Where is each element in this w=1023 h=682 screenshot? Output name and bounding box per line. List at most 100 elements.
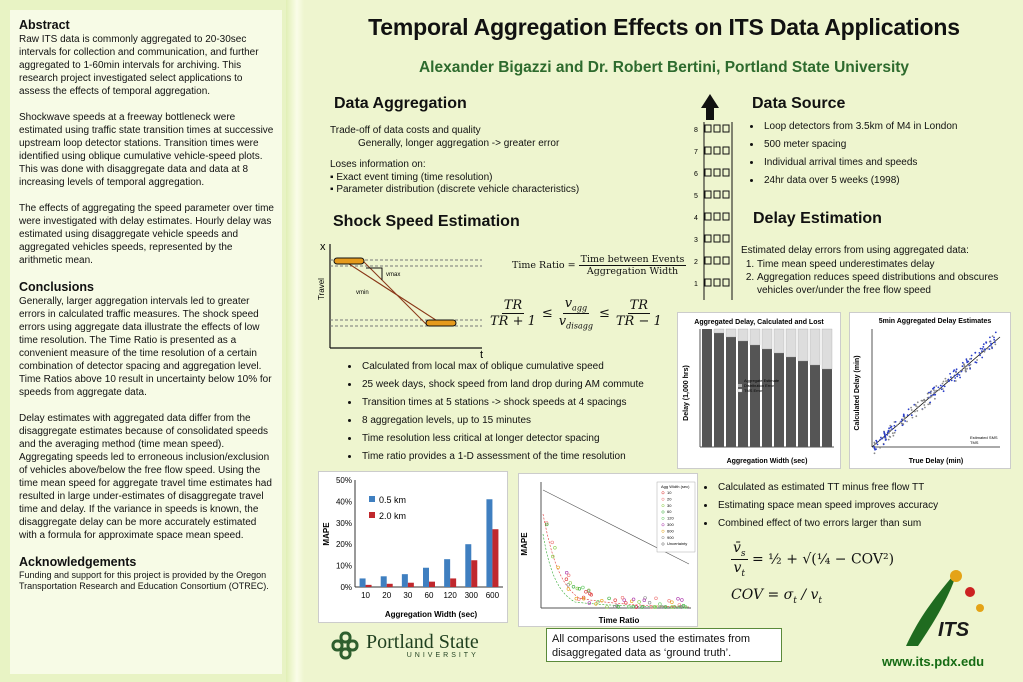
curve-point xyxy=(616,605,621,609)
curve-point xyxy=(577,597,581,602)
scatter-point xyxy=(923,404,926,406)
da-item1: ▪ Exact event timing (time resolution) xyxy=(330,171,493,183)
mape-legend: 0.5 km 2.0 km xyxy=(369,495,406,521)
curve-point xyxy=(613,605,617,609)
curve-point xyxy=(587,601,592,605)
curve-point xyxy=(670,600,674,604)
delay-legend-3: TMS Error xyxy=(744,388,763,393)
scatter-point xyxy=(994,343,997,346)
delay-bar xyxy=(750,345,760,447)
curve-point xyxy=(670,605,674,609)
curve-legend-label: 20 xyxy=(667,496,672,501)
curve-legend-label: 300 xyxy=(667,522,674,527)
scatter-point xyxy=(993,336,995,339)
curve-point xyxy=(680,598,684,602)
scatter-point xyxy=(942,390,945,393)
scatter-point xyxy=(981,350,983,352)
scatter-point xyxy=(887,430,890,433)
delay-bar-error xyxy=(809,328,821,366)
abstract-p1: Raw ITS data is commonly aggregated to 2… xyxy=(19,34,259,97)
curve-point xyxy=(624,601,628,605)
delay-heading: Delay Estimation xyxy=(753,210,882,227)
poster-authors: Alexander Bigazzi and Dr. Robert Bertini… xyxy=(418,59,910,76)
scatter-point xyxy=(889,429,891,432)
curve-legend-marker xyxy=(661,504,665,508)
delay-intro: Estimated delay errors from using aggreg… xyxy=(741,245,969,256)
scatter-point xyxy=(879,438,882,441)
scatter-point xyxy=(934,397,936,400)
abstract-p3: The effects of aggregating the speed par… xyxy=(19,203,274,266)
its-url-link[interactable]: www.its.pdx.edu xyxy=(882,654,985,669)
loop-detector xyxy=(713,212,721,221)
mape-ytick: 20% xyxy=(336,540,352,549)
scatter-point xyxy=(956,375,959,378)
mape-xtick: 10 xyxy=(361,591,370,600)
loop-detector xyxy=(713,146,721,155)
loop-detector xyxy=(713,234,721,243)
data-aggregation-heading: Data Aggregation xyxy=(334,95,467,112)
data-source-item: Individual arrival times and speeds xyxy=(762,154,1023,172)
scatter-point xyxy=(952,370,955,373)
scatter-point xyxy=(983,349,985,352)
delay-bar-error xyxy=(737,328,749,342)
scatter-point xyxy=(966,367,968,370)
loop-detector xyxy=(704,278,712,287)
scatter-point xyxy=(921,408,924,411)
scatter-point xyxy=(942,380,945,383)
time-ratio-formula: Time Ratio = Time between Events Aggrega… xyxy=(512,254,687,277)
curve-legend-label: 60 xyxy=(667,509,672,514)
curve-point xyxy=(607,596,611,601)
scatter-point xyxy=(893,424,896,427)
mape-bar xyxy=(365,584,372,587)
curve-legend-marker xyxy=(661,516,665,520)
scatter-points xyxy=(873,331,997,455)
scatter-point xyxy=(991,335,994,337)
curve-point xyxy=(658,602,662,606)
mape-ytick: 30% xyxy=(336,519,352,528)
vmin-label: vmin xyxy=(356,290,369,296)
curve-point xyxy=(581,595,586,600)
mape-bar xyxy=(450,578,457,587)
mape-bar xyxy=(401,574,408,587)
curve-point xyxy=(596,600,600,604)
detector-lanes: 8 7 6 5 4 3 2 1 xyxy=(694,122,733,300)
scatter-xlabel: True Delay (min) xyxy=(909,458,963,465)
curve-point xyxy=(667,599,671,603)
direction-arrow-icon xyxy=(701,94,719,120)
scatter-point xyxy=(929,396,931,399)
shock-item: Transition times at 5 stations -> shock … xyxy=(360,394,690,412)
curve-point xyxy=(649,605,654,609)
da-item2: ▪ Parameter distribution (discrete vehic… xyxy=(330,184,580,195)
scatter-point xyxy=(911,416,914,419)
scatter-point xyxy=(923,401,926,403)
curve-legend-title: Agg Width (sec) xyxy=(661,484,690,489)
scatter-point xyxy=(935,389,938,392)
scatter-point xyxy=(887,438,890,441)
scatter-point xyxy=(933,389,935,391)
station-number: 4 xyxy=(694,215,698,222)
scatter-point xyxy=(924,406,926,409)
delay-bar xyxy=(786,357,796,447)
mape-legend-swatch xyxy=(369,496,375,502)
scatter-point xyxy=(990,343,993,346)
mape-curve-points xyxy=(544,521,688,609)
curve-legend-label: 900 xyxy=(667,535,674,540)
delay-item-2: Estimating space mean speed improves acc… xyxy=(716,497,1016,515)
scatter-point xyxy=(975,361,978,364)
curve-point xyxy=(566,587,571,591)
curve-point xyxy=(588,591,592,596)
scatter-point xyxy=(955,371,957,374)
scatter-point xyxy=(900,420,903,423)
delay-bar xyxy=(774,353,784,447)
scatter-point xyxy=(963,364,965,366)
curve-point xyxy=(581,585,585,590)
scatter-point xyxy=(886,434,889,436)
scatter-point xyxy=(916,406,919,408)
curve-point xyxy=(660,605,664,609)
delay-bars-title: Aggregated Delay, Calculated and Lost xyxy=(694,319,824,326)
scatter-point xyxy=(907,408,910,411)
left-column: Abstract Raw ITS data is commonly aggreg… xyxy=(0,0,286,682)
scatter-point xyxy=(985,342,988,344)
scatter-point xyxy=(935,385,938,387)
scatter-ylabel: Calculated Delay (min) xyxy=(854,355,861,430)
